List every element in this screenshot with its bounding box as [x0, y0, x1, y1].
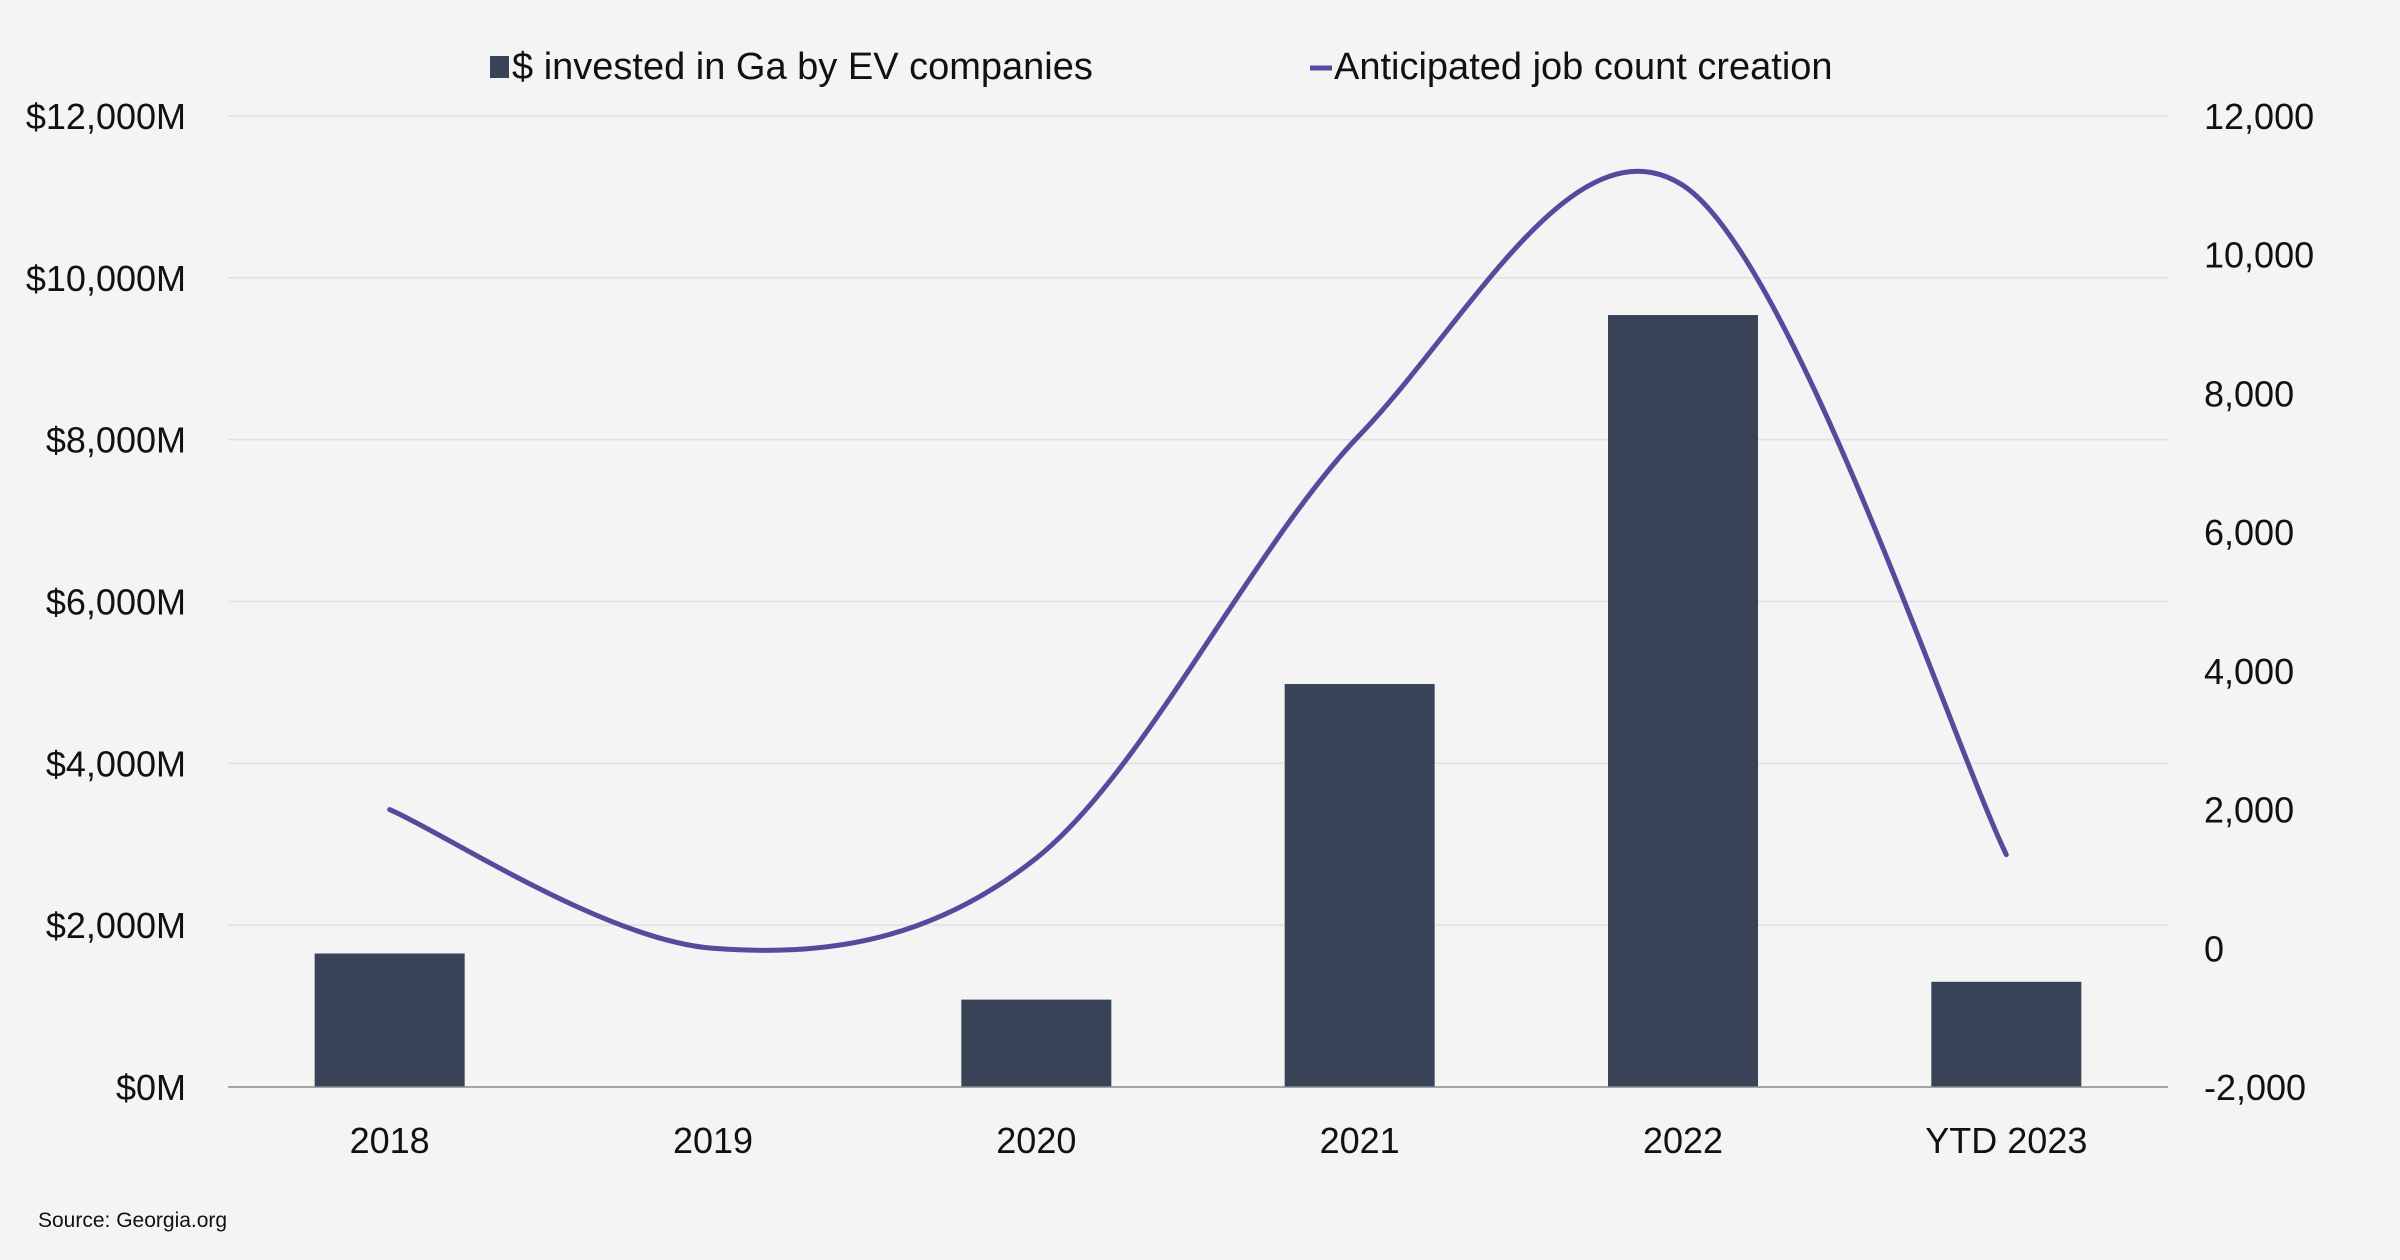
x-axis-labels: 2018 2019 2020 2021 2022 YTD 2023 — [350, 1120, 2088, 1161]
right-y-tick-label: 8,000 — [2204, 373, 2294, 414]
legend-bar-label: $ invested in Ga by EV companies — [512, 46, 1093, 88]
bar — [314, 953, 465, 1087]
bar — [1608, 315, 1758, 1087]
left-y-tick-label: $2,000M — [46, 905, 186, 946]
legend-bar-swatch — [490, 56, 509, 78]
left-y-tick-label: $6,000M — [46, 582, 186, 623]
x-tick-label: 2018 — [350, 1120, 430, 1161]
x-tick-label: 2019 — [673, 1120, 753, 1161]
left-y-axis-labels: $0M $2,000M $4,000M $6,000M $8,000M $10,000M $… — [26, 96, 186, 1108]
left-y-tick-label: $8,000M — [46, 420, 186, 461]
line-series — [387, 168, 2009, 953]
legend-line-label: Anticipated job count creation — [1334, 46, 1833, 88]
right-y-tick-label: 4,000 — [2204, 651, 2294, 692]
x-tick-label: YTD 2023 — [1925, 1120, 2087, 1161]
left-y-tick-label: $0M — [116, 1067, 186, 1108]
bar — [1931, 981, 2082, 1087]
right-y-axis-labels: -2,000 0 2,000 4,000 6,000 8,000 10,000 12,000 — [2204, 96, 2314, 1108]
right-y-tick-label: 0 — [2204, 928, 2224, 969]
grid-lines — [228, 115, 2168, 926]
x-tick-label: 2020 — [996, 1120, 1076, 1161]
bar-series — [314, 315, 2082, 1087]
bar — [1284, 684, 1435, 1087]
x-tick-label: 2021 — [1320, 1120, 1400, 1161]
left-y-tick-label: $10,000M — [26, 258, 186, 299]
x-tick-label: 2022 — [1643, 1120, 1723, 1161]
right-y-tick-label: 10,000 — [2204, 235, 2314, 276]
right-y-tick-label: 2,000 — [2204, 790, 2294, 831]
left-y-tick-label: $12,000M — [26, 96, 186, 137]
left-y-tick-label: $4,000M — [46, 743, 186, 784]
job-count-line — [387, 168, 2009, 953]
right-y-tick-label: -2,000 — [2204, 1067, 2306, 1108]
bar — [961, 999, 1112, 1087]
source-note: Source: Georgia.org — [38, 1209, 227, 1232]
legend: $ invested in Ga by EV companies Anticip… — [490, 46, 1833, 88]
right-y-tick-label: 12,000 — [2204, 96, 2314, 137]
right-y-tick-label: 6,000 — [2204, 512, 2294, 553]
